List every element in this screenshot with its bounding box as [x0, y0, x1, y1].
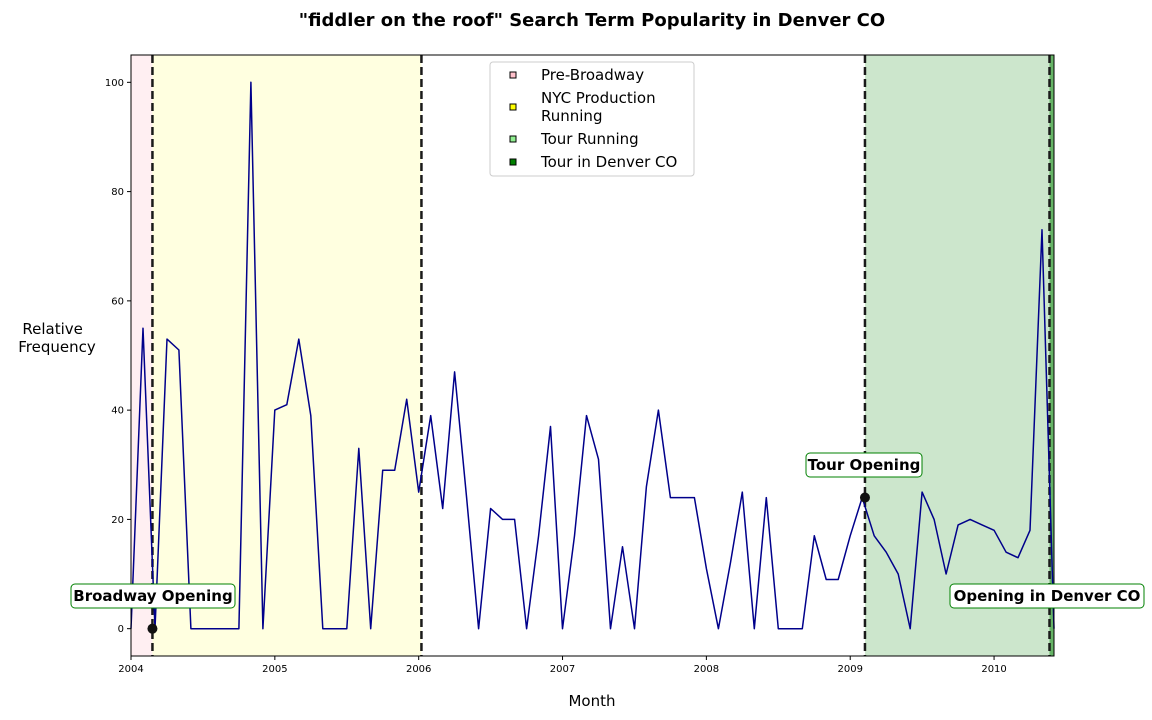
annotation-box-3 [949, 583, 1145, 609]
y-axis-title-line-1: Relative [22, 320, 83, 338]
x-tick-label-1: 2005 [262, 664, 287, 675]
x-tick-label-0: 2004 [118, 664, 143, 675]
legend-entry-1-line-0: NYC Production [541, 89, 656, 107]
legend-swatch-2 [509, 135, 517, 143]
y-axis-ticks: 0 20 40 60 80 100 [105, 78, 131, 635]
series-lines [130, 81, 1055, 630]
shaded-period-3 [1049, 55, 1054, 656]
y-tick-label-2: 40 [111, 406, 124, 417]
legend-box [489, 61, 695, 177]
legend-entry-0: Pre-Broadway [541, 66, 644, 84]
plot-frame [130, 54, 1055, 657]
chart-title: "fiddler on the roof" Search Term Popula… [299, 10, 885, 31]
legend-entry-1: NYC Production Running [541, 89, 656, 125]
event-markers [147, 492, 870, 634]
annotations: Broadway Opening Tour Opening Opening in D… [70, 452, 1145, 609]
legend-entry-1-line-1: Running [541, 107, 602, 125]
x-tick-label-3: 2007 [550, 664, 575, 675]
legend: Pre-Broadway NYC Production Running Tour Ru… [489, 61, 695, 177]
annotation-box-0 [70, 583, 236, 609]
event-marker-2 [859, 492, 870, 503]
x-axis-ticks: 2004 2005 2006 2007 2008 2009 2010 [118, 656, 1007, 675]
series-line-0 [130, 81, 1055, 630]
annotation-label-3: Opening in Denver CO [954, 587, 1141, 605]
y-axis-title: Relative Frequency [18, 320, 96, 356]
y-axis-title-line-2: Frequency [18, 338, 96, 356]
legend-swatch-3 [509, 158, 517, 166]
annotation-box-2 [805, 452, 923, 478]
annotation-label-0: Broadway Opening [73, 587, 232, 605]
legend-swatch-0 [509, 71, 517, 79]
x-tick-label-2: 2006 [406, 664, 431, 675]
legend-entry-2: Tour Running [540, 130, 639, 148]
y-tick-label-4: 80 [111, 187, 124, 198]
event-marker-0 [147, 623, 158, 634]
legend-entry-3-line-0: Tour in Denver CO [540, 153, 677, 171]
y-tick-label-3: 60 [111, 296, 124, 307]
y-tick-label-0: 0 [118, 624, 124, 635]
legend-swatch-1 [509, 103, 517, 111]
legend-entry-2-line-0: Tour Running [540, 130, 639, 148]
x-axis-title: Month [568, 692, 615, 710]
annotation-label-2: Tour Opening [808, 456, 921, 474]
legend-entry-0-line-0: Pre-Broadway [541, 66, 644, 84]
y-tick-label-1: 20 [111, 515, 124, 526]
legend-entry-3: Tour in Denver CO [540, 153, 677, 171]
y-tick-label-5: 100 [105, 78, 124, 89]
shaded-period-2 [864, 55, 1050, 656]
event-lines [151, 55, 1051, 656]
x-tick-label-4: 2008 [694, 664, 719, 675]
shaded-period-1 [152, 55, 422, 656]
x-tick-label-5: 2009 [837, 664, 862, 675]
x-tick-label-6: 2010 [981, 664, 1006, 675]
